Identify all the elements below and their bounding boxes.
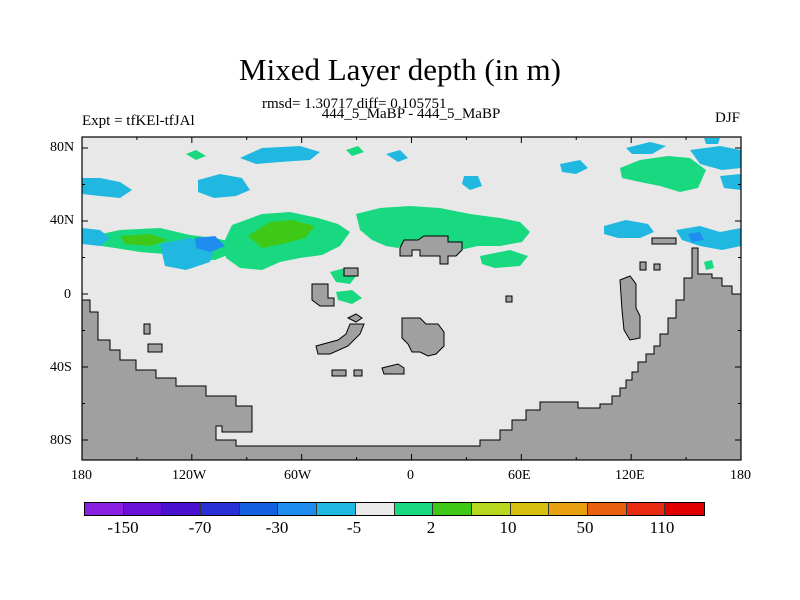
negative-region <box>688 232 704 242</box>
legend-label: 50 <box>576 518 594 537</box>
land-region <box>147 343 163 353</box>
land-region <box>311 283 335 307</box>
legend-label: 2 <box>426 518 436 537</box>
legend-color-box <box>239 503 279 515</box>
land-region <box>399 235 463 265</box>
y-tick-label: 40S <box>50 360 72 375</box>
positive-region <box>120 234 168 246</box>
legend-color-box <box>317 503 356 515</box>
negative-region <box>240 146 320 164</box>
x-tick-label: 60E <box>508 468 531 483</box>
land-region <box>505 295 513 303</box>
legend-color-box <box>162 503 202 515</box>
land-region <box>619 275 641 341</box>
legend-color-box <box>355 503 395 515</box>
positive-region <box>356 206 530 250</box>
x-tick-label: 120W <box>172 468 207 483</box>
plot-title: Mixed Layer depth (in m) <box>239 52 561 87</box>
legend-color-box <box>433 503 472 515</box>
land-region <box>381 363 405 375</box>
land-region <box>651 237 677 245</box>
legend-label: -70 <box>188 518 212 537</box>
legend-label: -30 <box>265 518 289 537</box>
y-tick-label: 40N <box>50 213 75 228</box>
land-region <box>331 369 347 377</box>
legend-color-box <box>549 503 588 515</box>
negative-region <box>386 150 408 162</box>
land-region <box>143 323 151 335</box>
positive-region <box>620 156 706 192</box>
land-masses <box>81 235 742 461</box>
legend-color-box <box>278 503 318 515</box>
x-tick-label: 180 <box>730 468 751 483</box>
y-tick-label: 80S <box>50 433 72 448</box>
legend-color-box <box>510 503 550 515</box>
rmsd-diff-stats: rmsd= 1.30717 diff= 0.105751 <box>262 96 447 112</box>
land-region <box>401 317 445 357</box>
negative-region <box>560 160 588 174</box>
legend-color-box <box>587 503 627 515</box>
legend-label: 10 <box>499 518 517 537</box>
positive-region <box>346 146 364 156</box>
legend-label: 110 <box>649 518 675 537</box>
legend-color-box <box>471 503 511 515</box>
positive-region <box>480 250 528 268</box>
negative-region <box>195 236 225 252</box>
legend-color-box <box>665 503 704 515</box>
legend-color-box <box>394 503 434 515</box>
land-region <box>315 323 365 355</box>
x-tick-label: 60W <box>284 468 312 483</box>
negative-region <box>676 226 741 250</box>
positive-region <box>704 260 714 270</box>
x-tick-label: 0 <box>407 468 414 483</box>
legend-color-box <box>123 503 163 515</box>
negative-anomaly-regions <box>82 138 741 270</box>
land-region <box>639 261 647 271</box>
experiment-label: Expt = tfKEl-tfJAl <box>82 113 195 129</box>
positive-region <box>186 150 206 160</box>
season-label: DJF <box>714 110 740 126</box>
y-tick-label: 0 <box>64 287 71 302</box>
land-region <box>653 263 661 271</box>
positive-region <box>248 220 315 248</box>
legend-color-box <box>201 503 240 515</box>
negative-region <box>82 178 132 198</box>
negative-region <box>604 220 654 238</box>
legend-color-box <box>626 503 666 515</box>
x-tick-label: 180 <box>71 468 92 483</box>
color-legend-bar <box>84 502 705 516</box>
negative-region <box>82 228 110 246</box>
case-names: 444_5_MaBP - 444_5_MaBP <box>321 106 501 122</box>
negative-region <box>704 138 720 144</box>
legend-label: -5 <box>346 518 362 537</box>
negative-region <box>626 142 666 154</box>
negative-region <box>690 146 741 170</box>
negative-region <box>462 176 482 190</box>
land-region <box>343 267 359 277</box>
land-region <box>353 369 363 377</box>
y-tick-label: 80N <box>50 140 75 155</box>
positive-region <box>336 290 362 304</box>
negative-region <box>720 174 741 190</box>
land-antarctica <box>81 247 742 461</box>
map-frame <box>81 136 742 461</box>
legend-color-box <box>85 503 124 515</box>
land-region <box>346 313 363 323</box>
legend-label: -150 <box>107 518 139 537</box>
negative-region <box>198 174 250 198</box>
x-tick-label: 120E <box>615 468 645 483</box>
